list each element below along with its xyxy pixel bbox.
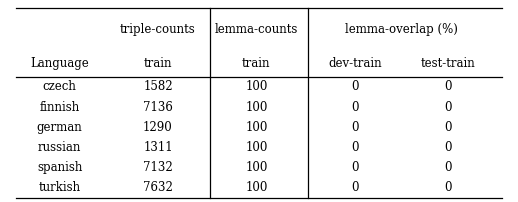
Text: 7632: 7632 — [143, 181, 173, 194]
Text: 100: 100 — [245, 121, 268, 134]
Text: Language: Language — [30, 57, 89, 70]
Text: 100: 100 — [245, 161, 268, 174]
Text: lemma-counts: lemma-counts — [215, 23, 298, 36]
Text: 0: 0 — [444, 101, 452, 114]
Text: 0: 0 — [444, 121, 452, 134]
Text: russian: russian — [38, 141, 81, 154]
Text: 7132: 7132 — [143, 161, 173, 174]
Text: 1582: 1582 — [143, 80, 173, 93]
Text: 100: 100 — [245, 181, 268, 194]
Text: 100: 100 — [245, 101, 268, 114]
Text: 0: 0 — [351, 161, 358, 174]
Text: 100: 100 — [245, 80, 268, 93]
Text: czech: czech — [42, 80, 77, 93]
Text: test-train: test-train — [421, 57, 476, 70]
Text: spanish: spanish — [37, 161, 82, 174]
Text: 0: 0 — [351, 141, 358, 154]
Text: finnish: finnish — [39, 101, 80, 114]
Text: 7136: 7136 — [143, 101, 173, 114]
Text: 100: 100 — [245, 141, 268, 154]
Text: dev-train: dev-train — [328, 57, 382, 70]
Text: 0: 0 — [444, 161, 452, 174]
Text: train: train — [143, 57, 172, 70]
Text: 0: 0 — [444, 141, 452, 154]
Text: 0: 0 — [444, 80, 452, 93]
Text: lemma-overlap (%): lemma-overlap (%) — [345, 23, 458, 36]
Text: german: german — [37, 121, 82, 134]
Text: 0: 0 — [351, 121, 358, 134]
Text: 0: 0 — [351, 101, 358, 114]
Text: 0: 0 — [444, 181, 452, 194]
Text: triple-counts: triple-counts — [120, 23, 196, 36]
Text: 1290: 1290 — [143, 121, 173, 134]
Text: train: train — [242, 57, 271, 70]
Text: turkish: turkish — [38, 181, 81, 194]
Text: 0: 0 — [351, 80, 358, 93]
Text: 0: 0 — [351, 181, 358, 194]
Text: 1311: 1311 — [143, 141, 173, 154]
